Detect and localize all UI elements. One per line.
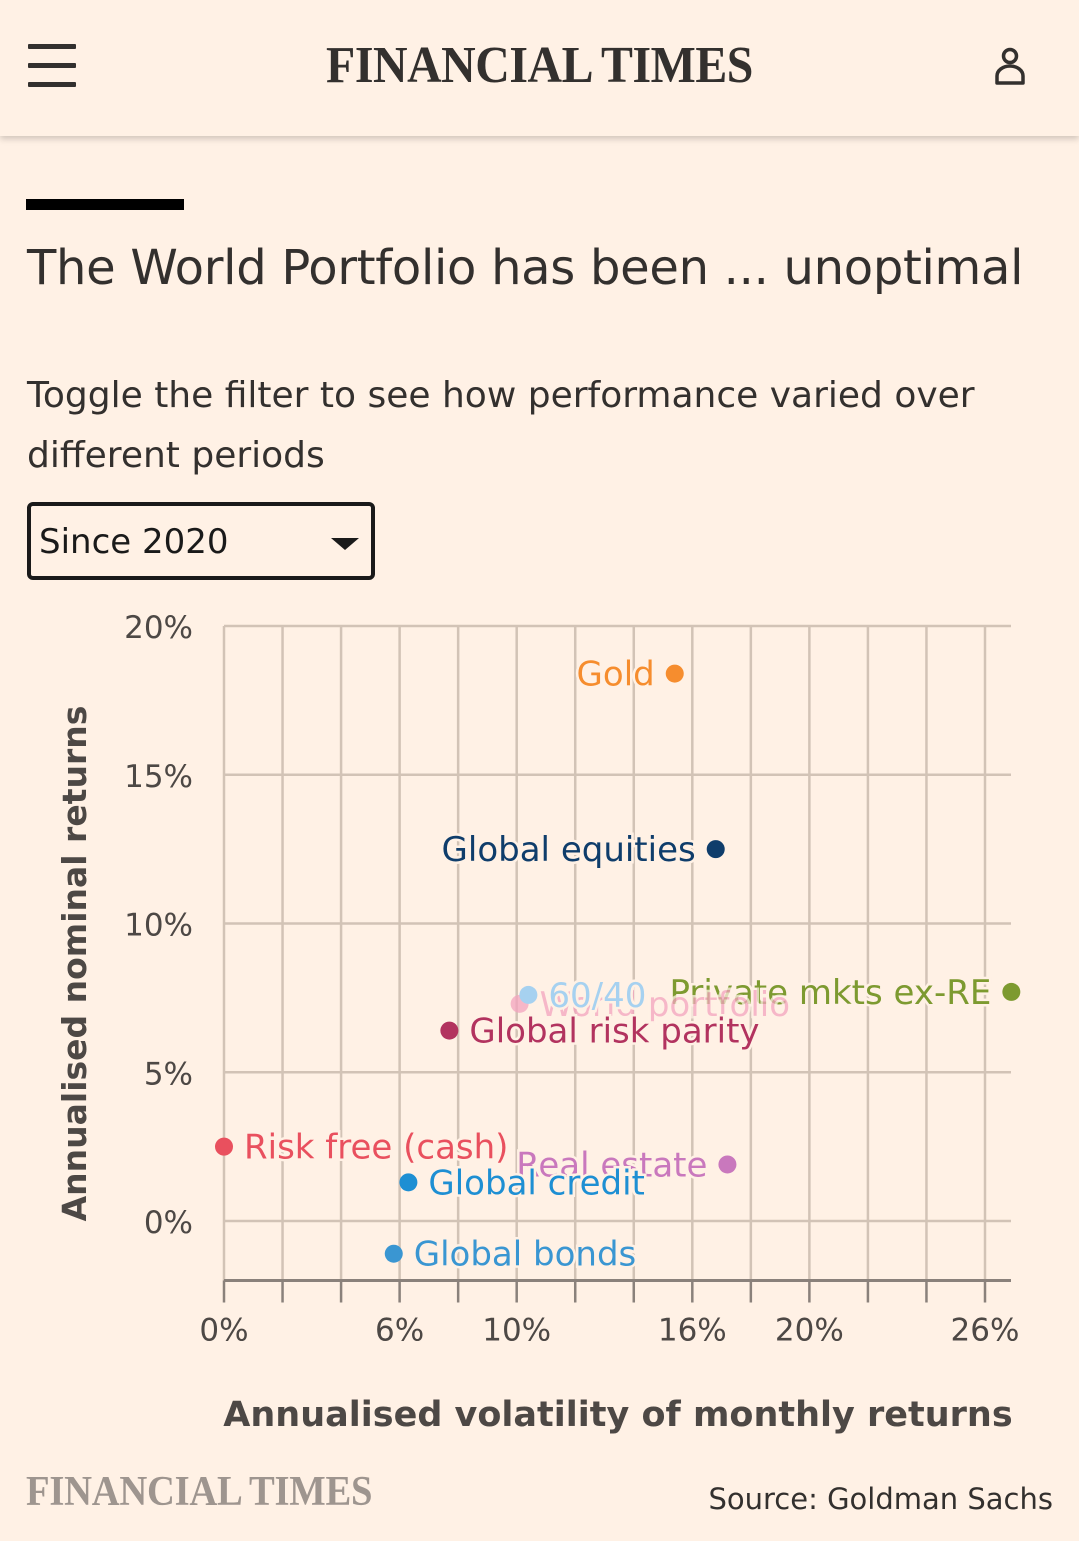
title-accent-rule bbox=[26, 199, 184, 210]
point-marker bbox=[706, 840, 725, 859]
point-label: Global bonds bbox=[414, 1235, 637, 1275]
grid-layer bbox=[222, 624, 1011, 1281]
point-label: Global credit bbox=[428, 1163, 644, 1203]
period-filter-select[interactable]: Since 2020 bbox=[27, 502, 375, 580]
point-marker bbox=[399, 1173, 418, 1192]
y-tick-label: 20% bbox=[124, 610, 193, 646]
data-point-global-bonds: Global bonds bbox=[384, 1232, 639, 1277]
point-label: Risk free (cash) bbox=[244, 1128, 508, 1168]
x-tick-label: 10% bbox=[482, 1313, 551, 1349]
point-layer: Gold Global equities Private mkts ex-REWor… bbox=[215, 652, 1021, 1277]
y-axis-label: Annualised nominal returns bbox=[55, 706, 94, 1222]
ft-footer-logo: FINANCIAL TIMES bbox=[26, 1469, 373, 1515]
point-label: 60/40 bbox=[548, 976, 646, 1016]
data-point-global-credit: Global credit bbox=[399, 1161, 647, 1206]
period-filter-value: Since 2020 bbox=[39, 522, 229, 562]
point-marker bbox=[1002, 982, 1021, 1001]
data-point-real-estate: Real estate bbox=[514, 1143, 737, 1188]
chart-subtitle: Toggle the filter to see how performance… bbox=[27, 375, 975, 476]
top-navigation-bar: FINANCIAL TIMES bbox=[0, 0, 1079, 136]
data-point-global-equities: Global equities bbox=[439, 828, 725, 873]
source-credit: Source: Goldman Sachs bbox=[708, 1482, 1053, 1516]
point-marker bbox=[440, 1021, 459, 1040]
data-point-private-mkts-ex-re: Private mkts ex-RE bbox=[667, 970, 1021, 1015]
point-label: World portfolio bbox=[540, 985, 790, 1025]
x-axis-label: Annualised volatility of monthly returns bbox=[223, 1395, 1012, 1435]
point-marker bbox=[665, 664, 684, 683]
point-label: Gold bbox=[577, 655, 655, 695]
y-tick-label: 10% bbox=[124, 908, 193, 944]
data-point-global-risk-parity: Global risk parity bbox=[440, 1009, 762, 1054]
point-label: Private mkts ex-RE bbox=[670, 973, 992, 1013]
y-tick-label: 0% bbox=[144, 1205, 193, 1241]
point-marker bbox=[215, 1137, 233, 1156]
x-tick-label: 0% bbox=[199, 1313, 248, 1349]
x-tick-label: 16% bbox=[658, 1313, 727, 1349]
point-label: Global risk parity bbox=[469, 1012, 759, 1052]
axis-layer: 0% 5% 10% 15% 20% 0% 6% 10% 16% 20% 26% bbox=[124, 610, 1019, 1349]
point-marker bbox=[718, 1155, 737, 1174]
y-tick-label: 15% bbox=[124, 759, 193, 795]
data-point-60-40: 60/40 bbox=[519, 973, 649, 1018]
point-marker bbox=[519, 985, 538, 1004]
x-tick-label: 6% bbox=[375, 1313, 424, 1349]
user-account-icon[interactable] bbox=[993, 46, 1027, 86]
point-label: Global equities bbox=[442, 830, 696, 870]
hamburger-menu-icon[interactable] bbox=[28, 44, 76, 88]
ft-masthead-logo[interactable]: FINANCIAL TIMES bbox=[326, 37, 753, 94]
point-label: Real estate bbox=[516, 1145, 707, 1185]
x-tick-label: 26% bbox=[951, 1313, 1020, 1349]
chevron-down-icon bbox=[331, 538, 359, 550]
y-tick-label: 5% bbox=[144, 1056, 193, 1092]
data-point-gold: Gold bbox=[574, 652, 684, 697]
point-marker bbox=[384, 1244, 403, 1263]
data-point-risk-free-cash: Risk free (cash) bbox=[215, 1125, 511, 1170]
x-tick-label: 20% bbox=[775, 1313, 844, 1349]
chart-title: The World Portfolio has been ... unoptim… bbox=[27, 240, 1024, 296]
